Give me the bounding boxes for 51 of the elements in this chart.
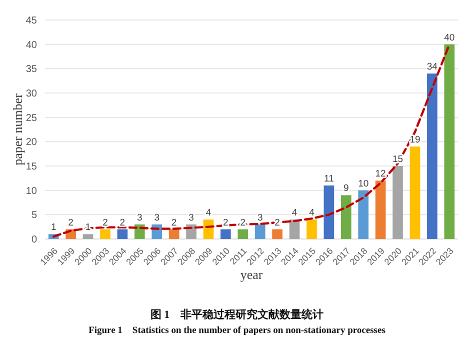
data-label: 3 — [188, 212, 194, 224]
y-tick-label: 15 — [26, 162, 38, 172]
bar — [272, 229, 282, 239]
data-label: 34 — [426, 62, 438, 73]
y-tick-label: 40 — [26, 40, 38, 51]
bar — [358, 190, 369, 239]
bar — [82, 234, 94, 239]
y-tick-label: 35 — [26, 64, 38, 76]
data-label: 19 — [410, 134, 420, 146]
y-tick-label: 5 — [31, 210, 38, 222]
data-label: 4 — [206, 208, 212, 219]
bar — [238, 229, 248, 239]
data-label: 3 — [257, 212, 263, 224]
bar — [324, 185, 334, 239]
data-label: 3 — [136, 212, 142, 224]
bar — [306, 220, 317, 239]
y-tick-label: 0 — [31, 234, 38, 246]
data-label: 2 — [120, 217, 126, 228]
data-label: 3 — [154, 212, 160, 224]
data-label: 40 — [444, 32, 455, 44]
bar — [392, 166, 403, 239]
y-axis-title: paper number — [10, 92, 25, 166]
bar — [427, 74, 438, 239]
y-tick-label: 10 — [26, 186, 38, 197]
bar — [117, 229, 128, 239]
x-axis-title: year — [240, 267, 264, 282]
y-tick-label: 20 — [26, 137, 38, 148]
bar — [100, 229, 110, 239]
data-label: 2 — [68, 217, 74, 228]
data-label: 12 — [375, 168, 386, 180]
data-label: 1 — [50, 222, 56, 234]
data-label: 9 — [343, 183, 349, 194]
data-label: 1 — [85, 222, 91, 234]
bar — [375, 180, 386, 239]
bar — [254, 224, 266, 239]
bar — [444, 44, 455, 239]
data-label: 2 — [171, 217, 177, 228]
data-label: 4 — [309, 208, 314, 219]
bar — [410, 146, 420, 239]
caption: 图 1 非平稳过程研究文献数量统计 — [150, 308, 324, 321]
y-tick-label: 45 — [26, 16, 38, 26]
data-label: 2 — [102, 217, 108, 228]
bar — [340, 195, 352, 239]
data-label: 4 — [292, 208, 298, 219]
bar — [168, 229, 180, 239]
y-tick-label: 30 — [26, 88, 38, 100]
caption: Figure 1 Statistics on the number of papers on non-stationary processes — [88, 326, 386, 336]
bar — [220, 229, 231, 239]
y-tick-label: 25 — [26, 112, 38, 124]
data-label: 10 — [358, 178, 369, 190]
data-label: 11 — [324, 173, 334, 184]
